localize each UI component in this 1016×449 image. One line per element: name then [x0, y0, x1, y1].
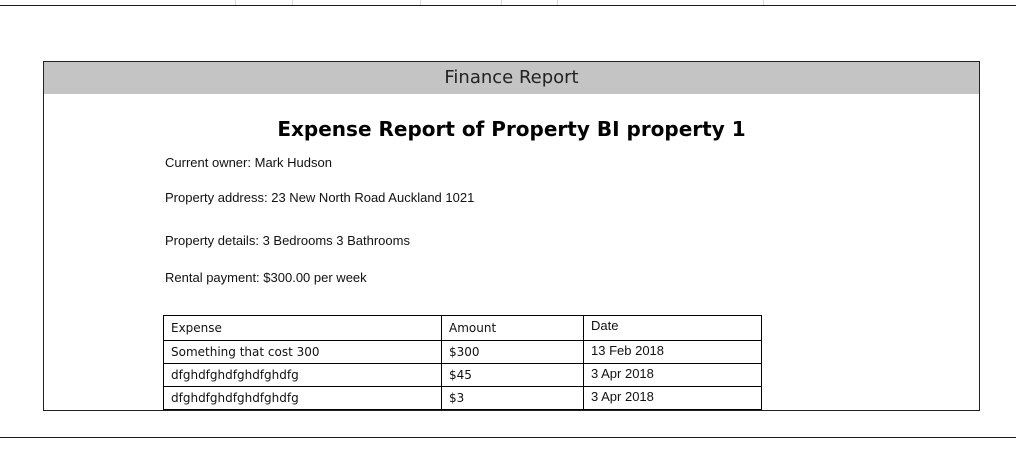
top-column-tick [292, 0, 293, 5]
expense-cell: Something that cost 300 [163, 340, 442, 364]
top-column-tick [501, 0, 502, 5]
column-header-date: Date [583, 315, 762, 341]
top-column-tick [763, 0, 764, 5]
bottom-divider [0, 437, 1016, 438]
expense-cell: dfghdfghdfghdfghdfg [163, 363, 442, 387]
top-column-tick [235, 0, 236, 5]
date-cell: 3 Apr 2018 [583, 386, 762, 410]
report-header: Finance Report [44, 62, 979, 94]
date-cell: 13 Feb 2018 [583, 340, 762, 364]
expense-cell: dfghdfghdfghdfghdfg [163, 386, 442, 410]
top-column-tick [557, 0, 558, 5]
address-value: 23 New North Road Auckland 1021 [271, 190, 475, 205]
amount-cell: $300 [441, 340, 584, 364]
details-value: 3 Bedrooms 3 Bathrooms [262, 233, 410, 248]
table-row: Something that cost 300 $300 13 Feb 2018 [163, 340, 762, 364]
amount-cell: $45 [441, 363, 584, 387]
rental-label: Rental payment: [165, 270, 260, 285]
address-line: Property address: 23 New North Road Auck… [165, 190, 474, 206]
address-label: Property address: [165, 190, 268, 205]
rental-line: Rental payment: $300.00 per week [165, 270, 367, 286]
table-row: dfghdfghdfghdfghdfg $45 3 Apr 2018 [163, 363, 762, 387]
table-row: dfghdfghdfghdfghdfg $3 3 Apr 2018 [163, 386, 762, 410]
owner-label: Current owner: [165, 155, 251, 170]
rental-value: $300.00 per week [263, 270, 367, 285]
report-title: Expense Report of Property BI property 1 [277, 117, 746, 141]
details-line: Property details: 3 Bedrooms 3 Bathrooms [165, 233, 410, 249]
top-column-tick [420, 0, 421, 5]
column-header-amount: Amount [441, 315, 584, 341]
details-label: Property details: [165, 233, 259, 248]
date-cell: 3 Apr 2018 [583, 363, 762, 387]
column-header-expense: Expense [163, 315, 442, 341]
finance-report-panel: Finance Report Expense Report of Propert… [43, 61, 980, 411]
amount-cell: $3 [441, 386, 584, 410]
top-divider [0, 5, 1016, 6]
table-header-row: Expense Amount Date [163, 315, 762, 341]
owner-line: Current owner: Mark Hudson [165, 155, 332, 171]
expenses-table: Expense Amount Date Something that cost … [163, 315, 762, 410]
owner-value: Mark Hudson [254, 155, 332, 170]
